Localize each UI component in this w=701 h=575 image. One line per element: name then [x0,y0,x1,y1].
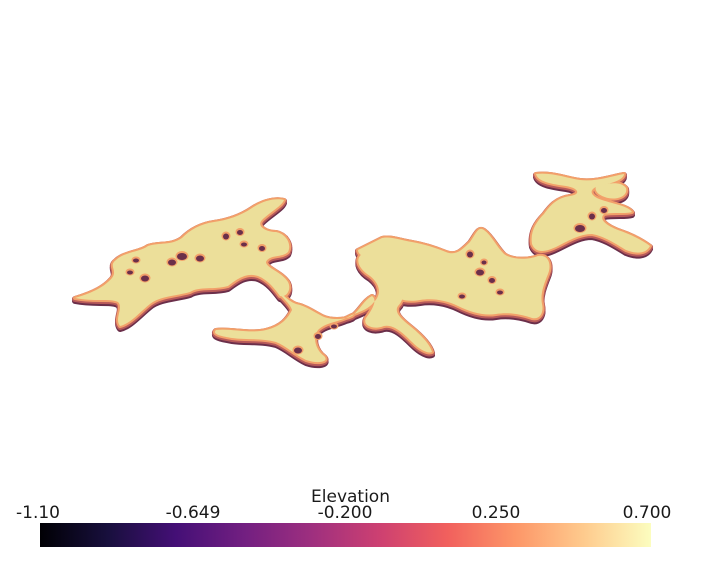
terrain-render-view[interactable] [0,0,701,470]
colorbar-tick-label: -1.10 [16,503,60,523]
colorbar-tick-label: 0.250 [471,503,521,523]
colorbar-gradient [40,523,651,547]
colorbar-tick-label: -0.649 [165,503,221,523]
elevation-surface [72,171,653,369]
colorbar-tick-label: 0.700 [622,503,672,523]
colorbar-tick-label: -0.200 [317,503,373,523]
colorbar-title: Elevation [311,487,390,507]
